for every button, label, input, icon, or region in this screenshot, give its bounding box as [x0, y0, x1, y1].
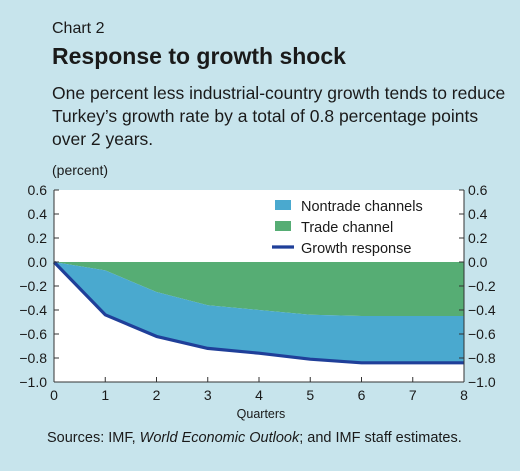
source-italic: World Economic Outlook	[139, 430, 300, 446]
x-tick-label: 5	[306, 387, 314, 403]
y-tick-label-left: 0.2	[28, 230, 48, 246]
y-tick-label-right: −0.2	[468, 278, 496, 294]
y-tick-label-left: 0.6	[28, 182, 48, 198]
y-tick-label-left: −0.2	[19, 278, 47, 294]
source-prefix: Sources: IMF,	[47, 430, 140, 446]
source-note: Sources: IMF, World Economic Outlook; an…	[47, 429, 462, 447]
y-tick-label-right: 0.4	[468, 206, 488, 222]
y-tick-label-right: −1.0	[468, 374, 496, 390]
units-label: (percent)	[52, 162, 109, 178]
legend-label-nontrade: Nontrade channels	[301, 199, 423, 215]
y-tick-label-left: 0.4	[28, 206, 48, 222]
legend-swatch-nontrade	[275, 200, 291, 210]
y-tick-label-left: −1.0	[19, 374, 47, 390]
legend-label-trade: Trade channel	[301, 220, 393, 236]
y-tick-label-right: −0.6	[468, 326, 496, 342]
x-tick-label: 3	[204, 387, 212, 403]
x-tick-label: 6	[358, 387, 366, 403]
plot-layer: 0.6 0.6 0.4 0.4 0.2 0.2 0.0 0.0 −0.2 −0.2 −0.4 −0.4…	[19, 182, 495, 421]
y-tick-label-right: −0.4	[468, 302, 496, 318]
chart-subtitle: One percent less industrial-country grow…	[52, 83, 506, 149]
y-tick-label-left: −0.4	[19, 302, 47, 318]
source-suffix: ; and IMF staff estimates.	[299, 430, 462, 446]
y-tick-label-right: −0.8	[468, 350, 496, 366]
x-tick-label: 0	[50, 387, 58, 403]
y-tick-label-right: 0.2	[468, 230, 488, 246]
y-tick-label-right: 0.6	[468, 182, 488, 198]
y-tick-label-left: −0.6	[19, 326, 47, 342]
y-tick-label-left: −0.8	[19, 350, 47, 366]
chart-title: Response to growth shock	[52, 43, 346, 69]
y-tick-label-right: 0.0	[468, 254, 488, 270]
nontrade-channels-area	[54, 262, 464, 363]
x-tick-label: 7	[409, 387, 417, 403]
x-axis-label: Quarters	[237, 407, 286, 421]
legend-swatch-trade	[275, 221, 291, 231]
legend-label-growth_line: Growth response	[301, 241, 411, 257]
x-tick-label: 2	[153, 387, 161, 403]
x-tick-label: 8	[460, 387, 468, 403]
growth-response-line	[52, 260, 464, 365]
trade-channel-area	[54, 262, 464, 316]
y-tick-label-left: 0.0	[28, 254, 48, 270]
x-tick-label: 1	[101, 387, 109, 403]
chart-number: Chart 2	[52, 20, 105, 37]
x-tick-label: 4	[255, 387, 263, 403]
